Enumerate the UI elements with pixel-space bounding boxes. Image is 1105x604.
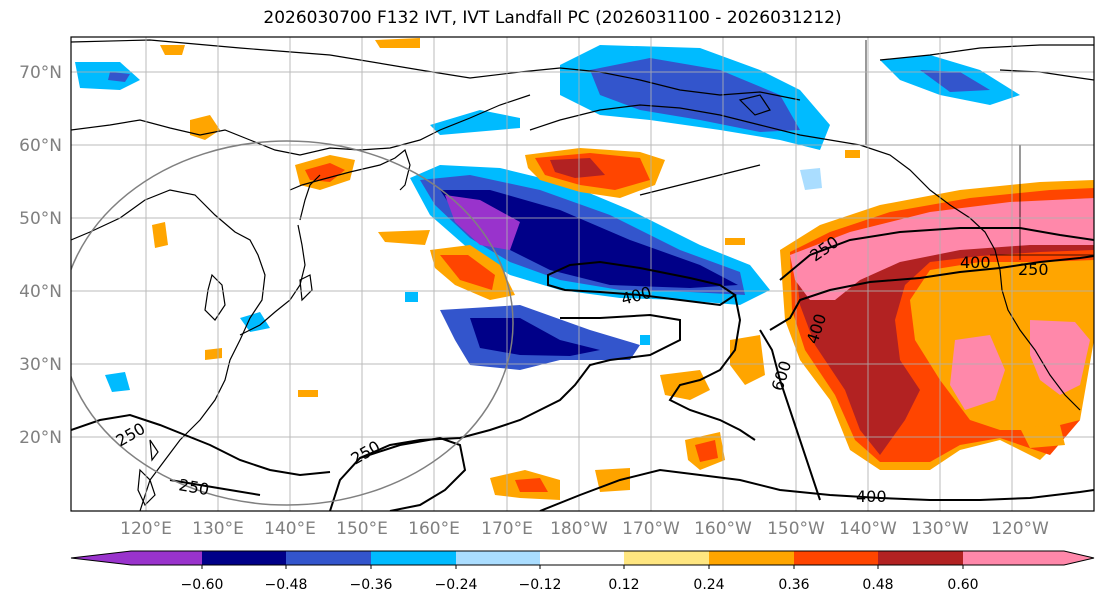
colorbar-tick-label: −0.36 [350, 577, 393, 593]
colorbar-ticks: −0.60 −0.48 −0.36 −0.24 −0.12 0.12 0.24 … [181, 577, 979, 593]
lon-label: 130°E [192, 519, 244, 539]
lon-label: 160°W [694, 519, 752, 539]
positive-pc-field [152, 38, 1094, 500]
lon-label: 150°E [336, 519, 388, 539]
lat-label: 70°N [19, 63, 62, 83]
colorbar-tick-label: 0.12 [608, 577, 639, 593]
lon-label: 120°E [120, 519, 172, 539]
lon-label: 140°E [264, 519, 316, 539]
ivt-contours [71, 227, 1094, 511]
lat-label: 60°N [19, 136, 62, 156]
colorbar-tick-label: 0.60 [947, 577, 978, 593]
colorbar-extend-max [1064, 551, 1094, 565]
map-title: 2026030700 F132 IVT, IVT Landfall PC (20… [263, 8, 842, 28]
colorbar-segment [878, 551, 963, 565]
domain-circle [71, 140, 514, 506]
lon-label: 150°W [767, 519, 825, 539]
lon-label: 140°W [839, 519, 897, 539]
colorbar-segment [371, 551, 456, 565]
lon-label: 170°E [481, 519, 533, 539]
lon-label: 170°W [622, 519, 680, 539]
contour-label: 400 [960, 253, 991, 272]
colorbar-extend-min [71, 551, 131, 565]
colorbar-tick-label: −0.60 [181, 577, 224, 593]
colorbar-segment [963, 551, 1064, 565]
colorbar-segment [202, 551, 286, 565]
colorbar-segment [286, 551, 371, 565]
contour-label: 250 [1018, 260, 1049, 279]
colorbar-segment [540, 551, 624, 565]
colorbar [70, 550, 1095, 569]
colorbar-segment [794, 551, 878, 565]
negative-pc-field-arctic [75, 45, 1020, 190]
contour-labels: 250 400 250 400 400 600 250 250 250 400 [113, 232, 1049, 506]
colorbar-tick-label: 0.48 [862, 577, 893, 593]
lat-label: 30°N [19, 355, 62, 375]
colorbar-tick-label: −0.48 [265, 577, 308, 593]
lat-label: 20°N [19, 428, 62, 448]
colorbar-tick-label: 0.24 [693, 577, 724, 593]
colorbar-segment [624, 551, 709, 565]
colorbar-tick-label: 0.36 [778, 577, 809, 593]
lon-label: 180°W [550, 519, 608, 539]
colorbar-tick-label: −0.12 [519, 577, 562, 593]
lon-label: 130°W [911, 519, 969, 539]
latitude-labels: 70°N 60°N 50°N 40°N 30°N 20°N [19, 63, 62, 448]
lon-label: 160°E [408, 519, 460, 539]
contour-label: 400 [856, 487, 887, 506]
lon-label: 120°W [991, 519, 1049, 539]
colorbar-segment [131, 551, 202, 565]
longitude-labels: 120°E 130°E 140°E 150°E 160°E 170°E 180°… [120, 519, 1049, 539]
lat-label: 50°N [19, 209, 62, 229]
colorbar-segment [709, 551, 794, 565]
colorbar-tick-label: −0.24 [435, 577, 478, 593]
lat-label: 40°N [19, 282, 62, 302]
colorbar-outline [70, 550, 1095, 566]
colorbar-segment [456, 551, 540, 565]
plot-border [70, 36, 1095, 512]
